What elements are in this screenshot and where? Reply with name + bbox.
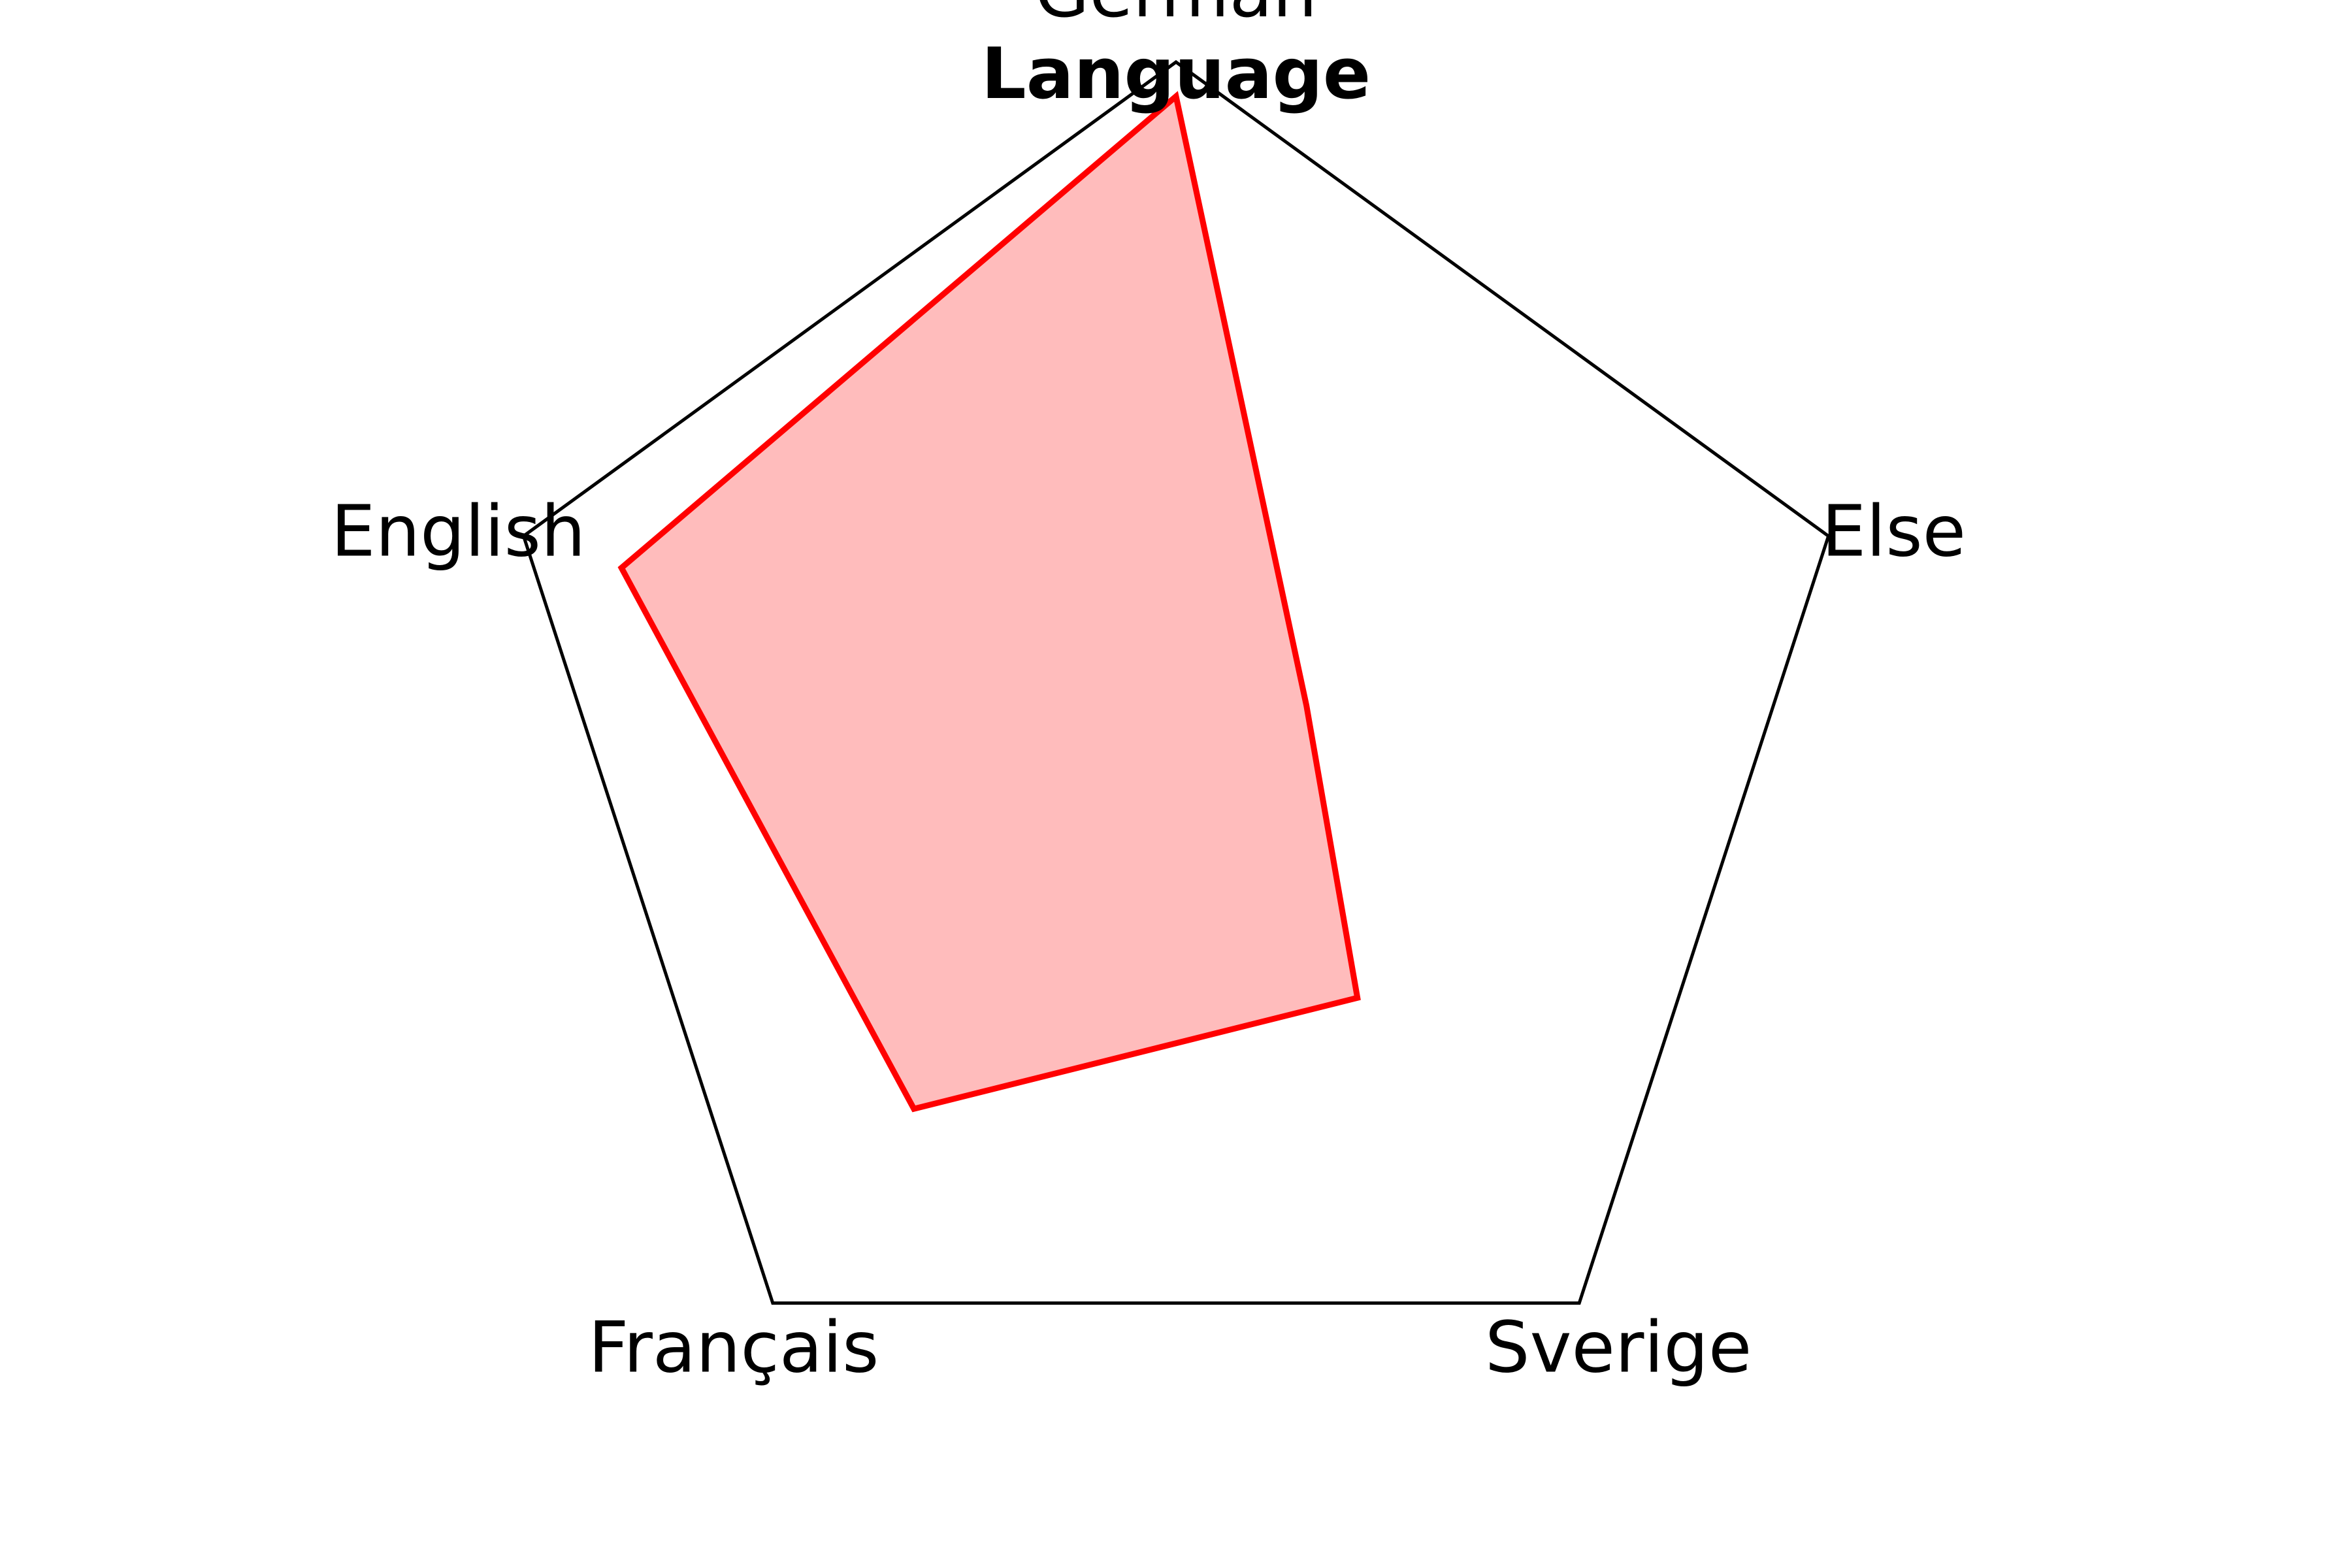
radar-series-layer (617, 91, 1361, 1113)
axis-label-else: Else (1821, 491, 1966, 572)
axis-label-sverige: Sverige (1485, 1307, 1752, 1388)
radar-label-layer: German Else Sverige Français English (331, 0, 1966, 1388)
chart-title: Language (981, 33, 1371, 115)
radar-series-area (617, 91, 1361, 1113)
axis-label-fran-ais: Français (588, 1307, 879, 1388)
axis-label-english: English (331, 491, 585, 572)
radar-frame-layer (521, 59, 1831, 1305)
radar-frame (521, 59, 1831, 1305)
axis-label-german: German (1035, 0, 1317, 33)
